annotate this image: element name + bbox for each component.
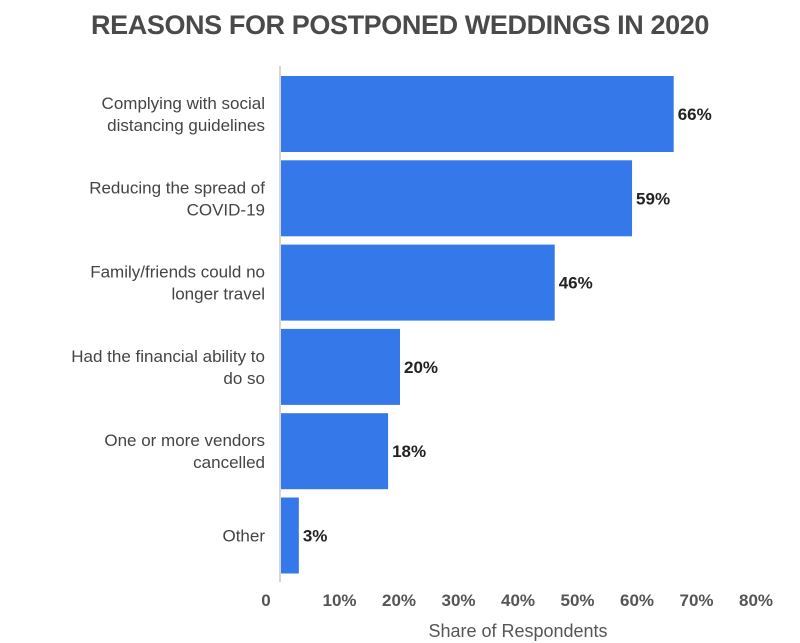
x-tick-label-0: 0 bbox=[261, 591, 270, 610]
value-label-0: 66% bbox=[678, 105, 712, 124]
x-axis-title: Share of Respondents bbox=[428, 621, 607, 641]
category-label-0: Complying with social distancing guidelin… bbox=[102, 94, 265, 135]
value-labels: 66% 59% 46% 20% 18% 3% bbox=[303, 105, 712, 546]
category-labels: Complying with social distancing guidelin… bbox=[71, 94, 265, 546]
bar-1 bbox=[281, 160, 633, 237]
x-tick-label-6: 60% bbox=[620, 591, 654, 610]
value-label-5: 3% bbox=[303, 527, 328, 546]
category-label-1: Reducing the spread of COVID-19 bbox=[89, 178, 265, 219]
x-tick-label-7: 70% bbox=[679, 591, 713, 610]
x-tick-label-3: 30% bbox=[441, 591, 475, 610]
x-tick-label-5: 50% bbox=[560, 591, 594, 610]
category-label-2: Family/friends could no longer travel bbox=[90, 263, 265, 304]
category-label-3: Had the financial ability to do so bbox=[71, 347, 265, 388]
x-tick-label-8: 80% bbox=[739, 591, 773, 610]
category-label-4: One or more vendors cancelled bbox=[104, 431, 265, 472]
chart-title: REASONS FOR POSTPONED WEDDINGS IN 2020 bbox=[91, 10, 709, 40]
value-label-3: 20% bbox=[404, 358, 438, 377]
category-label-5: Other bbox=[222, 527, 265, 546]
bar-0 bbox=[281, 76, 674, 152]
value-label-2: 46% bbox=[559, 274, 593, 293]
bars-group bbox=[281, 76, 674, 574]
bar-2 bbox=[281, 244, 555, 321]
bar-4 bbox=[281, 413, 389, 490]
bar-3 bbox=[281, 328, 400, 405]
x-tick-label-2: 20% bbox=[382, 591, 416, 610]
value-label-1: 59% bbox=[636, 189, 670, 208]
x-tick-label-1: 10% bbox=[322, 591, 356, 610]
bar-5 bbox=[281, 497, 299, 574]
value-label-4: 18% bbox=[392, 442, 426, 461]
x-tick-label-4: 40% bbox=[501, 591, 535, 610]
x-axis-ticks: 0 10% 20% 30% 40% 50% 60% 70% 80% bbox=[261, 591, 773, 610]
